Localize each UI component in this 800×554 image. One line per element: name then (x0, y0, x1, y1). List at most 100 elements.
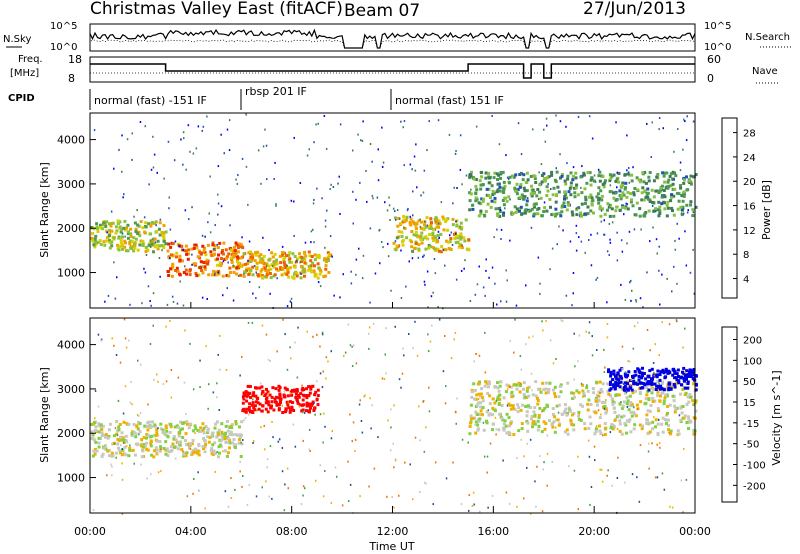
velocity-echo-cell (252, 391, 256, 395)
velocity-echo-cell (653, 399, 657, 403)
velocity-echo-cell (694, 409, 698, 413)
power-echo-cell (281, 266, 285, 270)
noise-cell (655, 238, 658, 241)
power-echo-cell (433, 235, 437, 239)
noise-cell (578, 236, 580, 239)
velocity-echo-cell (124, 434, 128, 438)
power-echo-cell (630, 173, 634, 177)
noise-cell (679, 161, 682, 164)
power-echo-cell (134, 237, 138, 241)
velocity-echo-cell (509, 422, 513, 426)
noise-cell (546, 452, 549, 455)
noise-cell (526, 197, 529, 200)
power-echo-cell (620, 194, 624, 198)
noise-cell (426, 270, 429, 273)
power-echo-cell (282, 258, 286, 262)
power-echo-cell (158, 221, 162, 225)
power-echo-cell (468, 199, 472, 203)
noise-cell (534, 480, 536, 483)
noise-cell (588, 455, 591, 458)
noise-cell (437, 119, 440, 122)
power-echo-cell (162, 224, 166, 228)
noise-cell (306, 330, 308, 333)
noise-cell (147, 285, 150, 288)
noise-cell (355, 362, 358, 365)
power-echo-cell (656, 173, 660, 177)
power-echo-cell (667, 184, 671, 188)
velocity-echo-cell (526, 421, 530, 425)
power-plot-frame (89, 112, 696, 309)
power-echo-cell (217, 269, 221, 273)
power-echo-cell (169, 253, 173, 257)
velocity-echo-cell (573, 395, 576, 399)
noise-cell (148, 183, 150, 186)
velocity-echo-cell (146, 428, 150, 432)
noise-cell (267, 358, 270, 361)
velocity-echo-cell (685, 421, 689, 424)
power-echo-cell (272, 265, 276, 269)
power-echo-cell (414, 227, 418, 230)
noise-cell (360, 139, 362, 142)
velocity-echo-cell (557, 403, 561, 407)
velocity-echo-cell (278, 392, 282, 396)
power-echo-cell (621, 205, 625, 209)
power-echo-cell (405, 236, 409, 240)
velocity-echo-cell (106, 449, 110, 453)
power-echo-cell (126, 232, 130, 236)
velocity-echo-cell (171, 442, 175, 446)
noise-cell (182, 304, 185, 307)
velocity-echo-cell (222, 434, 226, 438)
noise-cell (528, 336, 530, 339)
velocity-echo-cell (241, 401, 245, 405)
velocity-echo-cell (643, 402, 647, 406)
power-echo-cell (641, 186, 645, 190)
noise-cell (131, 132, 133, 135)
power-echo-cell (424, 225, 428, 229)
noise-cell (536, 465, 538, 468)
power-echo-cell (584, 195, 588, 199)
noise-cell (590, 486, 593, 488)
power-echo-cell (197, 249, 201, 253)
velocity-echo-cell (641, 374, 645, 378)
noise-cell (539, 282, 541, 285)
beam-label: Beam 07 (344, 1, 420, 21)
noise-cell (517, 122, 520, 125)
noise-cell (577, 360, 579, 363)
power-echo-cell (496, 188, 500, 192)
power-echo-cell (327, 253, 331, 257)
power-echo-cell (132, 236, 136, 240)
power-echo-cell (643, 214, 647, 218)
noise-cell (97, 333, 100, 336)
power-echo-cell (657, 191, 661, 195)
noise-cell (396, 209, 399, 211)
velocity-echo-cell (660, 391, 664, 395)
noise-cell (381, 126, 383, 129)
velocity-echo-cell (505, 383, 509, 387)
velocity-echo-cell (91, 433, 95, 437)
power-echo-cell (212, 253, 216, 257)
noise-cell (398, 494, 400, 497)
power-echo-cell (691, 208, 695, 212)
velocity-echo-cell (609, 426, 613, 430)
noise-cell (237, 174, 239, 177)
noise-cell (107, 294, 110, 297)
velocity-echo-cell (128, 448, 132, 452)
power-echo-cell (694, 173, 698, 177)
velocity-echo-cell (226, 429, 230, 433)
velocity-ytick-label: 2000 (57, 427, 85, 440)
power-echo-cell (412, 233, 416, 237)
noise-cell (286, 264, 288, 267)
velocity-echo-cell (169, 445, 173, 449)
noise-cell (484, 331, 486, 334)
noise-cell (149, 300, 151, 302)
power-echo-cell (248, 258, 252, 262)
velocity-echo-cell (211, 443, 215, 447)
noise-cell (241, 355, 243, 358)
velocity-echo-cell (502, 396, 506, 400)
noise-cell (217, 271, 219, 274)
velocity-echo-cell (254, 394, 258, 398)
power-echo-cell (534, 181, 538, 184)
power-echo-cell (665, 171, 669, 175)
power-echo-cell (234, 241, 238, 245)
noise-cell (115, 456, 117, 459)
